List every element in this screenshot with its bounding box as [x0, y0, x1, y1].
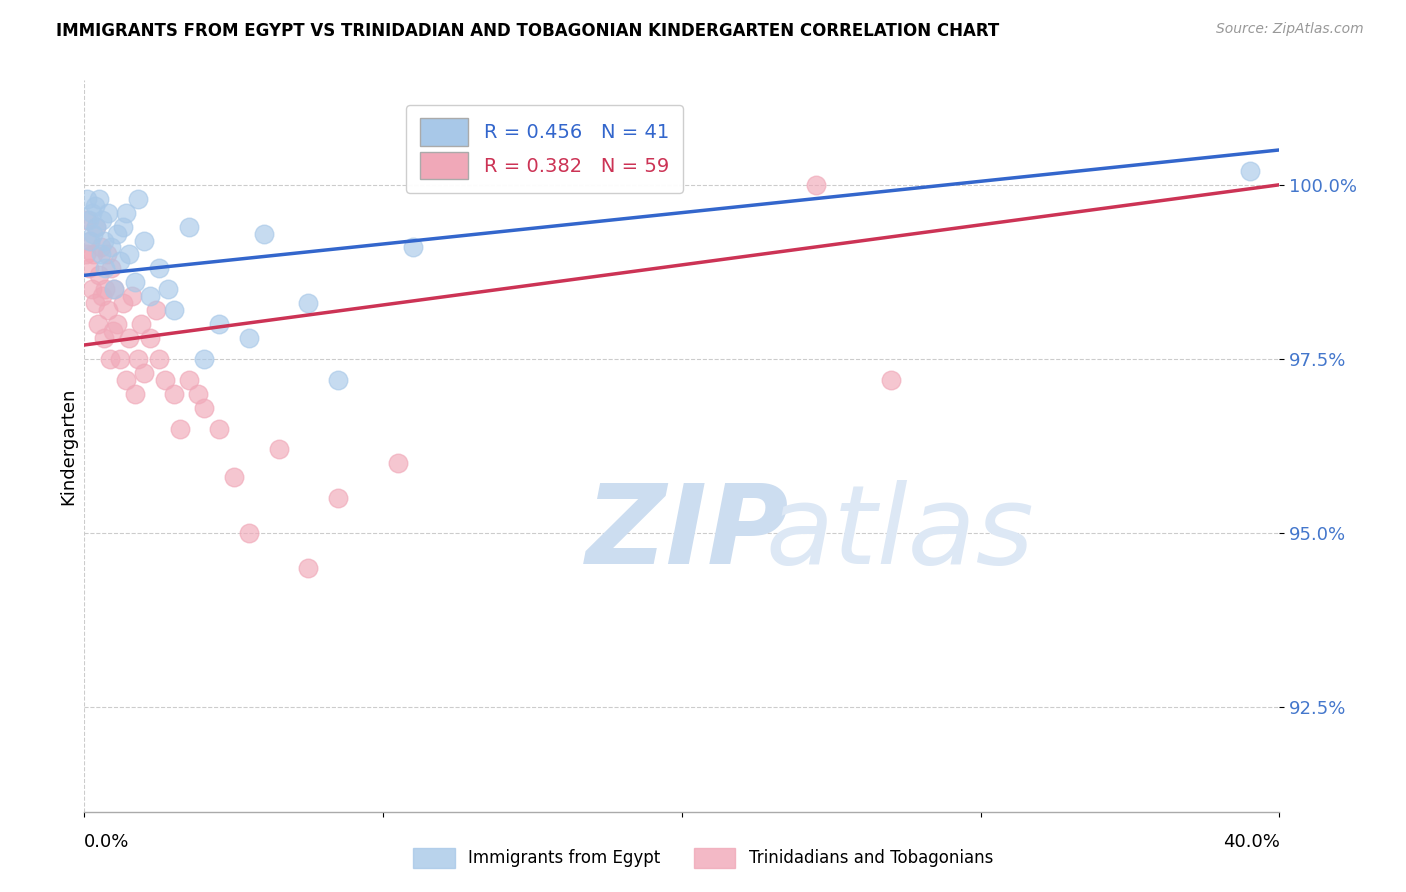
Point	[169, 421, 191, 435]
Point	[118, 247, 141, 261]
Point	[880, 373, 903, 387]
Point	[82, 227, 104, 241]
Legend: R = 0.456   N = 41, R = 0.382   N = 59: R = 0.456 N = 41, R = 0.382 N = 59	[406, 104, 683, 193]
Point	[80, 205, 103, 219]
Text: 0.0%: 0.0%	[84, 832, 129, 851]
Point	[75, 247, 97, 261]
Point	[79, 234, 101, 248]
Point	[193, 401, 215, 415]
Point	[100, 240, 122, 254]
Point	[127, 351, 149, 366]
Point	[127, 192, 149, 206]
Point	[77, 261, 100, 276]
Text: ZIP: ZIP	[586, 480, 790, 587]
Point	[124, 275, 146, 289]
Point	[93, 331, 115, 345]
Point	[90, 247, 112, 261]
Point	[105, 317, 128, 331]
Point	[83, 199, 105, 213]
Point	[238, 526, 260, 541]
Point	[139, 289, 162, 303]
Point	[89, 268, 111, 283]
Point	[80, 282, 103, 296]
Point	[193, 351, 215, 366]
Point	[115, 373, 138, 387]
Point	[402, 240, 425, 254]
Point	[238, 331, 260, 345]
Point	[297, 296, 319, 310]
Point	[129, 317, 152, 331]
Point	[110, 351, 132, 366]
Text: atlas: atlas	[766, 480, 1035, 587]
Point	[93, 234, 115, 248]
Text: IMMIGRANTS FROM EGYPT VS TRINIDADIAN AND TOBAGONIAN KINDERGARTEN CORRELATION CHA: IMMIGRANTS FROM EGYPT VS TRINIDADIAN AND…	[56, 22, 1000, 40]
Point	[124, 386, 146, 401]
Point	[98, 351, 121, 366]
Point	[103, 282, 125, 296]
Point	[94, 282, 117, 296]
Point	[267, 442, 290, 457]
Point	[121, 289, 143, 303]
Point	[76, 192, 98, 206]
Point	[148, 261, 170, 276]
Point	[145, 303, 167, 318]
Point	[222, 470, 245, 484]
Point	[806, 178, 828, 192]
Point	[96, 247, 118, 261]
Point	[115, 205, 138, 219]
Point	[132, 234, 156, 248]
Point	[328, 373, 350, 387]
Text: 40.0%: 40.0%	[1223, 832, 1279, 851]
Point	[328, 491, 350, 506]
Point	[163, 386, 186, 401]
Text: Source: ZipAtlas.com: Source: ZipAtlas.com	[1216, 22, 1364, 37]
Point	[177, 373, 200, 387]
Point	[208, 421, 231, 435]
Point	[132, 366, 156, 380]
Point	[97, 303, 120, 318]
Point	[112, 219, 135, 234]
Point	[83, 296, 105, 310]
Point	[157, 282, 180, 296]
Point	[105, 227, 128, 241]
Point	[82, 247, 104, 261]
Point	[79, 234, 101, 248]
Point	[87, 317, 110, 331]
Point	[89, 192, 111, 206]
Point	[112, 296, 135, 310]
Point	[103, 282, 125, 296]
Y-axis label: Kindergarten: Kindergarten	[59, 387, 77, 505]
Point	[208, 317, 231, 331]
Point	[148, 351, 170, 366]
Point	[1239, 164, 1261, 178]
Point	[94, 261, 117, 276]
Point	[297, 561, 319, 575]
Point	[76, 212, 98, 227]
Point	[187, 386, 209, 401]
Point	[110, 254, 132, 268]
Point	[153, 373, 176, 387]
Point	[97, 205, 120, 219]
Point	[177, 219, 200, 234]
Point	[253, 227, 276, 241]
Point	[163, 303, 186, 318]
Point	[139, 331, 162, 345]
Legend: Immigrants from Egypt, Trinidadians and Tobagonians: Immigrants from Egypt, Trinidadians and …	[406, 841, 1000, 875]
Point	[91, 212, 114, 227]
Point	[77, 212, 100, 227]
Point	[101, 324, 124, 338]
Point	[90, 240, 112, 254]
Point	[86, 219, 108, 234]
Point	[86, 219, 108, 234]
Point	[100, 261, 122, 276]
Point	[387, 457, 409, 471]
Point	[91, 289, 114, 303]
Point	[118, 331, 141, 345]
